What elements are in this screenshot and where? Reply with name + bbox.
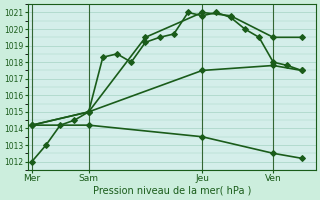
X-axis label: Pression niveau de la mer( hPa ): Pression niveau de la mer( hPa ) [92,186,251,196]
